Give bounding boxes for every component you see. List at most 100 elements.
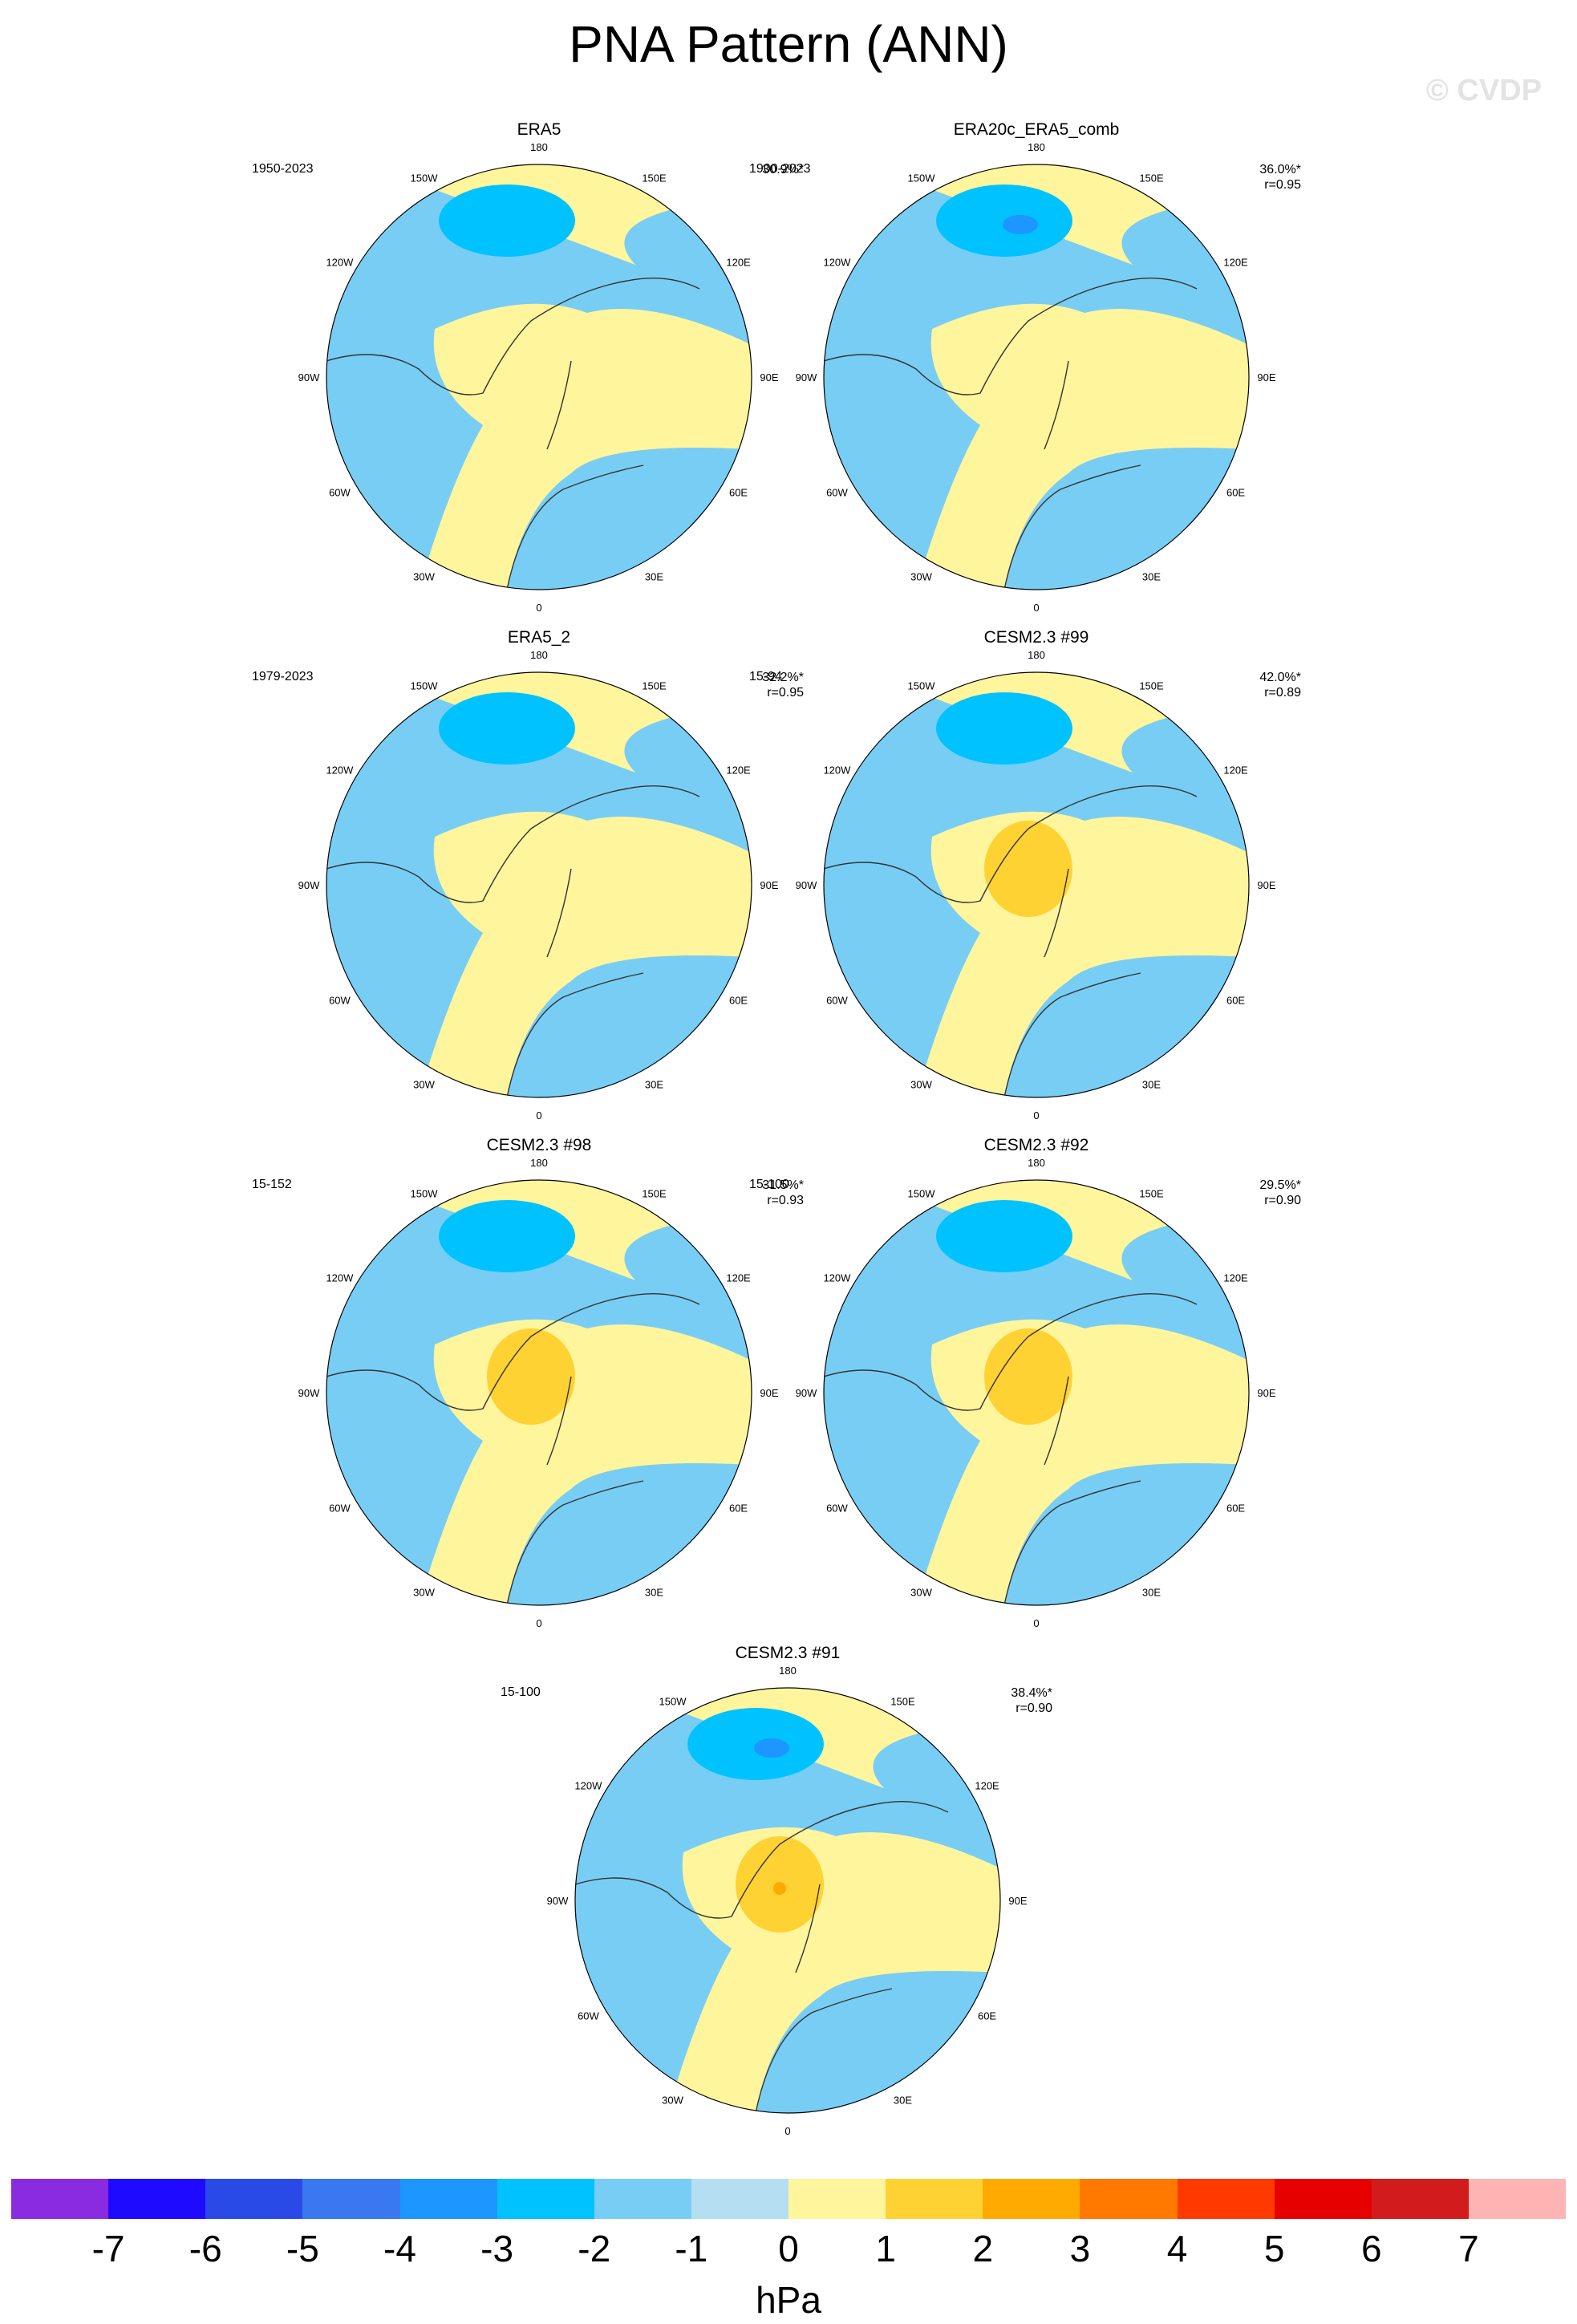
explained-variance: 30.9%*	[762, 163, 804, 176]
longitude-label: 0	[1033, 1617, 1039, 1629]
longitude-label: 60E	[729, 487, 748, 499]
longitude-label: 180	[530, 141, 548, 153]
longitude-label: 150W	[908, 1187, 936, 1199]
longitude-label: 30W	[910, 1587, 932, 1599]
colorbar-tick-label: 4	[1166, 2228, 1188, 2269]
longitude-label: 90W	[298, 371, 320, 383]
panel-period: 1900-2023	[749, 162, 811, 176]
explained-variance: 32.2%*	[762, 671, 804, 684]
pattern-correlation: r=0.95	[1264, 178, 1301, 192]
longitude-label: 180	[1028, 649, 1045, 661]
colorbar-tick-label: 2	[972, 2228, 994, 2269]
panel-period: 15-152	[252, 1178, 292, 1191]
polar-map: 180 150E 120E 90E 60E 30E 0 30W 60W 90W 120W 150W	[298, 141, 779, 614]
pattern-correlation: r=0.95	[767, 686, 804, 700]
panel-period: 1950-2023	[252, 162, 314, 176]
longitude-label: 150E	[642, 1187, 667, 1199]
explained-variance: 38.4%*	[1011, 1686, 1052, 1700]
longitude-label: 60W	[329, 487, 351, 499]
longitude-label: 120W	[823, 257, 851, 269]
longitude-label: 120E	[1223, 1272, 1248, 1284]
longitude-label: 120W	[823, 1272, 851, 1284]
longitude-label: 60E	[1226, 995, 1245, 1007]
colorbar-tick-label: 5	[1263, 2228, 1285, 2269]
longitude-label: 30E	[645, 1587, 663, 1599]
map-panel: CESM2.3 #98 15-152 31.5%* r=0.93 180 150E 120E…	[242, 1136, 836, 1649]
panel-stats: 29.5%* r=0.90	[1259, 1178, 1301, 1208]
longitude-label: 120E	[1223, 257, 1248, 269]
colorbar-swatch	[788, 2179, 886, 2219]
coastline	[326, 278, 700, 590]
colorbar-tick-label: -7	[91, 2228, 125, 2269]
panel-title: ERA20c_ERA5_comb	[953, 120, 1120, 139]
negative-anomaly-core	[439, 185, 575, 257]
coastline	[326, 785, 700, 1097]
polar-map: 180 150E 120E 90E 60E 30E 0 30W 60W 90W 120W 150W	[298, 1157, 779, 1629]
colorbar-tick-label: 6	[1360, 2228, 1382, 2269]
longitude-label: 150E	[1139, 1187, 1164, 1199]
longitude-label: 150E	[642, 172, 667, 184]
longitude-label: 90E	[1257, 1387, 1275, 1399]
colorbar-swatch	[1371, 2179, 1469, 2219]
colorbar-swatch	[1468, 2179, 1566, 2219]
map-panel: CESM2.3 #91 15-100 38.4%* r=0.90 180 150E 120E…	[491, 1644, 1084, 2157]
longitude-label: 180	[1028, 141, 1045, 153]
polar-map: 180 150E 120E 90E 60E 30E 0 30W 60W 90W 120W 150W	[298, 649, 779, 1121]
longitude-label: 90W	[547, 1895, 569, 1907]
longitude-label: 0	[536, 1109, 541, 1121]
colorbar-swatch	[691, 2179, 788, 2219]
positive-anomaly-region	[419, 303, 752, 590]
polar-map: 180 150E 120E 90E 60E 30E 0 30W 60W 90W 120W 150W	[796, 141, 1276, 614]
panel-title: CESM2.3 #91	[735, 1644, 841, 1662]
colorbar-swatch	[497, 2179, 594, 2219]
longitude-label: 120E	[726, 765, 751, 777]
colorbar-swatch	[1177, 2179, 1275, 2219]
longitude-label: 30W	[910, 571, 932, 583]
map-panel: CESM2.3 #92 15-100 29.5%* r=0.90 180 150E 120E…	[740, 1136, 1333, 1649]
longitude-label: 30E	[1142, 571, 1161, 583]
map-boundary	[823, 164, 1250, 590]
longitude-label: 120E	[1223, 765, 1248, 777]
coastline	[824, 785, 1198, 1097]
panel-stats: 36.0%* r=0.95	[1259, 162, 1301, 193]
longitude-label: 120W	[326, 257, 354, 269]
longitude-label: 0	[1033, 1109, 1039, 1121]
longitude-label: 120E	[726, 257, 751, 269]
colorbar-swatch	[11, 2179, 109, 2219]
map-panel: ERA5_2 1979-2023 32.2%* r=0.95 180 150E 120E 90…	[242, 628, 836, 1142]
longitude-label: 90E	[1257, 879, 1275, 891]
polar-map: 180 150E 120E 90E 60E 30E 0 30W 60W 90W 120W 150W	[796, 1157, 1276, 1629]
longitude-label: 60W	[329, 1503, 351, 1515]
positive-anomaly-core	[984, 1328, 1072, 1425]
longitude-label: 90E	[760, 1387, 778, 1399]
longitude-label: 90W	[796, 1387, 817, 1399]
longitude-label: 60W	[329, 995, 351, 1007]
negative-anomaly-peak	[1003, 215, 1038, 234]
longitude-label: 120W	[574, 1780, 602, 1792]
map-boundary	[326, 671, 752, 1098]
longitude-label: 180	[779, 1665, 797, 1677]
longitude-label: 90W	[796, 371, 817, 383]
figure-title: PNA Pattern (ANN)	[569, 15, 1008, 73]
pattern-correlation: r=0.89	[1264, 686, 1301, 700]
longitude-label: 150E	[1139, 679, 1164, 692]
negative-anomaly-core	[936, 185, 1072, 257]
panel-stats: 30.9%*	[762, 162, 804, 177]
coastline	[575, 1801, 949, 2113]
longitude-label: 90E	[1257, 371, 1275, 383]
panel-title: CESM2.3 #99	[983, 628, 1089, 647]
longitude-label: 150W	[411, 172, 439, 184]
longitude-label: 30W	[413, 1079, 435, 1091]
longitude-label: 30E	[1142, 1079, 1161, 1091]
longitude-label: 30E	[894, 2095, 912, 2107]
colorbar-units: hPa	[756, 2279, 821, 2321]
longitude-label: 90E	[760, 371, 778, 383]
colorbar-tick-label: -1	[675, 2228, 708, 2269]
map-boundary	[574, 1687, 1001, 2114]
longitude-label: 60W	[826, 487, 848, 499]
longitude-label: 90E	[1008, 1895, 1027, 1907]
positive-anomaly-core	[487, 1328, 575, 1425]
longitude-label: 60E	[729, 1503, 748, 1515]
colorbar-tick-label: -4	[383, 2228, 416, 2269]
longitude-label: 90E	[760, 879, 778, 891]
